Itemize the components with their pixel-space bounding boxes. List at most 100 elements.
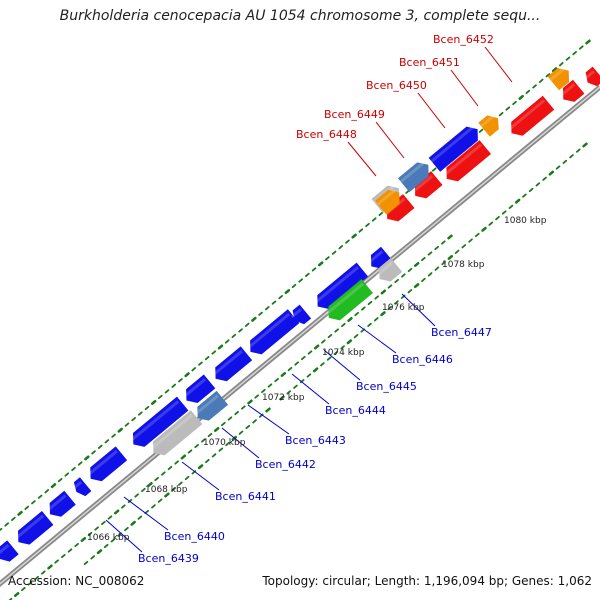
scale-dot <box>373 317 379 322</box>
scale-dot <box>207 432 213 438</box>
scale-dot <box>111 433 116 438</box>
gene-upper-8-body <box>397 162 429 193</box>
scale-dot <box>261 388 266 394</box>
gene-upper-9-body <box>428 126 478 172</box>
scale-dot <box>569 154 574 159</box>
scale-dot <box>267 383 273 388</box>
gene-upper-4-shine <box>559 83 576 98</box>
scale-dot <box>17 510 23 516</box>
scale-label: 1080 kbp <box>504 216 547 226</box>
gene-lower-13 <box>193 390 229 421</box>
scale-dot <box>380 311 386 317</box>
scale-dot <box>84 455 90 461</box>
gene-lower-9-shine <box>290 308 302 319</box>
scale-dot <box>325 256 330 261</box>
scale-dot <box>131 416 136 422</box>
scale-dot <box>287 366 293 372</box>
gene-lower-4 <box>86 446 128 482</box>
scale-dot <box>312 367 319 373</box>
gene-upper-11 <box>547 67 570 91</box>
gene-lower-0 <box>0 540 19 562</box>
scale-dot <box>134 493 139 498</box>
scale-dot <box>138 411 143 416</box>
leader-line <box>181 461 220 491</box>
scale-dot <box>478 128 484 133</box>
gene-upper-10 <box>478 114 499 137</box>
scale-dot <box>218 447 224 452</box>
gene-upper-2-shine <box>442 143 482 177</box>
scale-dot <box>525 89 531 95</box>
scale-dot <box>535 182 541 187</box>
scale-dot <box>265 407 271 413</box>
gene-label-bcen_6446: Bcen_6446 <box>392 353 453 366</box>
scale-dot <box>264 306 270 311</box>
gene-lower-10 <box>313 262 369 309</box>
scale-dot <box>294 361 299 366</box>
scale-dot <box>394 278 399 284</box>
scale-dot <box>110 538 116 543</box>
scale-dot <box>104 439 110 444</box>
scale-dot <box>582 142 588 148</box>
scale-dot <box>144 405 150 411</box>
gene-lower-2-shine <box>46 494 67 512</box>
gene-label-bcen_6445: Bcen_6445 <box>356 380 417 393</box>
gene-upper-1-shine <box>411 174 434 194</box>
scale-labels: 1066 kbp 1068 kbp 1070 kbp 1072 kbp 1074 kbp… <box>87 216 547 543</box>
map-title: Burkholderia cenocepacia AU 1054 chromos… <box>59 8 541 24</box>
leader-line <box>357 324 397 354</box>
gene-lower-4-body <box>90 446 128 482</box>
scale-dot <box>434 245 439 251</box>
gene-label-bcen_6442: Bcen_6442 <box>255 458 316 471</box>
scale-dot <box>198 361 203 366</box>
scale-dot <box>293 384 298 389</box>
scale-dot <box>117 532 123 537</box>
scale-dot <box>421 277 426 283</box>
gene-lower-4-shine <box>86 449 118 477</box>
scale-dot <box>514 198 521 204</box>
scale-dot <box>307 350 313 355</box>
scale-dot <box>171 383 177 388</box>
gene-lower-12 <box>149 410 203 456</box>
scale-dot <box>441 240 446 245</box>
scale-dot <box>565 56 571 61</box>
scale-dot <box>94 526 99 531</box>
scale-dot <box>197 464 204 470</box>
scale-dot <box>21 586 26 592</box>
scale-dot <box>545 73 551 78</box>
gene-lower-15-body <box>379 258 403 282</box>
leader-line <box>123 496 169 531</box>
scale-dot <box>37 494 43 499</box>
scale-dot <box>221 421 226 427</box>
scale-dot <box>331 250 337 255</box>
gene-lower-7-body <box>215 346 253 382</box>
gene-lower-7 <box>211 346 253 382</box>
scale-dot <box>167 465 173 471</box>
scale-dot <box>227 416 233 421</box>
scale-dot <box>353 334 359 339</box>
leader-line <box>291 373 330 405</box>
gene-upper-8-shine <box>399 161 425 183</box>
scale-dot <box>579 45 584 50</box>
gene-features <box>0 66 600 562</box>
gene-upper-7-shine <box>376 189 396 206</box>
gene-lower-6 <box>182 374 216 404</box>
scale-dot <box>505 106 511 111</box>
gene-lower-14 <box>324 279 374 321</box>
scale-dot <box>194 443 199 449</box>
gene-lower-10-body <box>317 262 369 309</box>
scale-dot <box>367 322 372 328</box>
scale-dot <box>291 283 297 289</box>
gene-lower-13-shine <box>193 394 219 416</box>
gene-lower-6-shine <box>182 378 207 399</box>
scale-dot <box>351 233 357 239</box>
scale-dot <box>284 289 291 295</box>
scale-dot <box>141 487 146 493</box>
backbone-line <box>0 85 600 587</box>
accession-text: Accession: NC_008062 <box>8 574 145 588</box>
scale-dot <box>341 322 346 328</box>
scale-dot <box>555 165 561 170</box>
leader-line <box>401 293 436 327</box>
gene-lower-1-shine <box>14 514 45 540</box>
scale-dot <box>238 328 243 333</box>
leader-line <box>323 349 361 381</box>
